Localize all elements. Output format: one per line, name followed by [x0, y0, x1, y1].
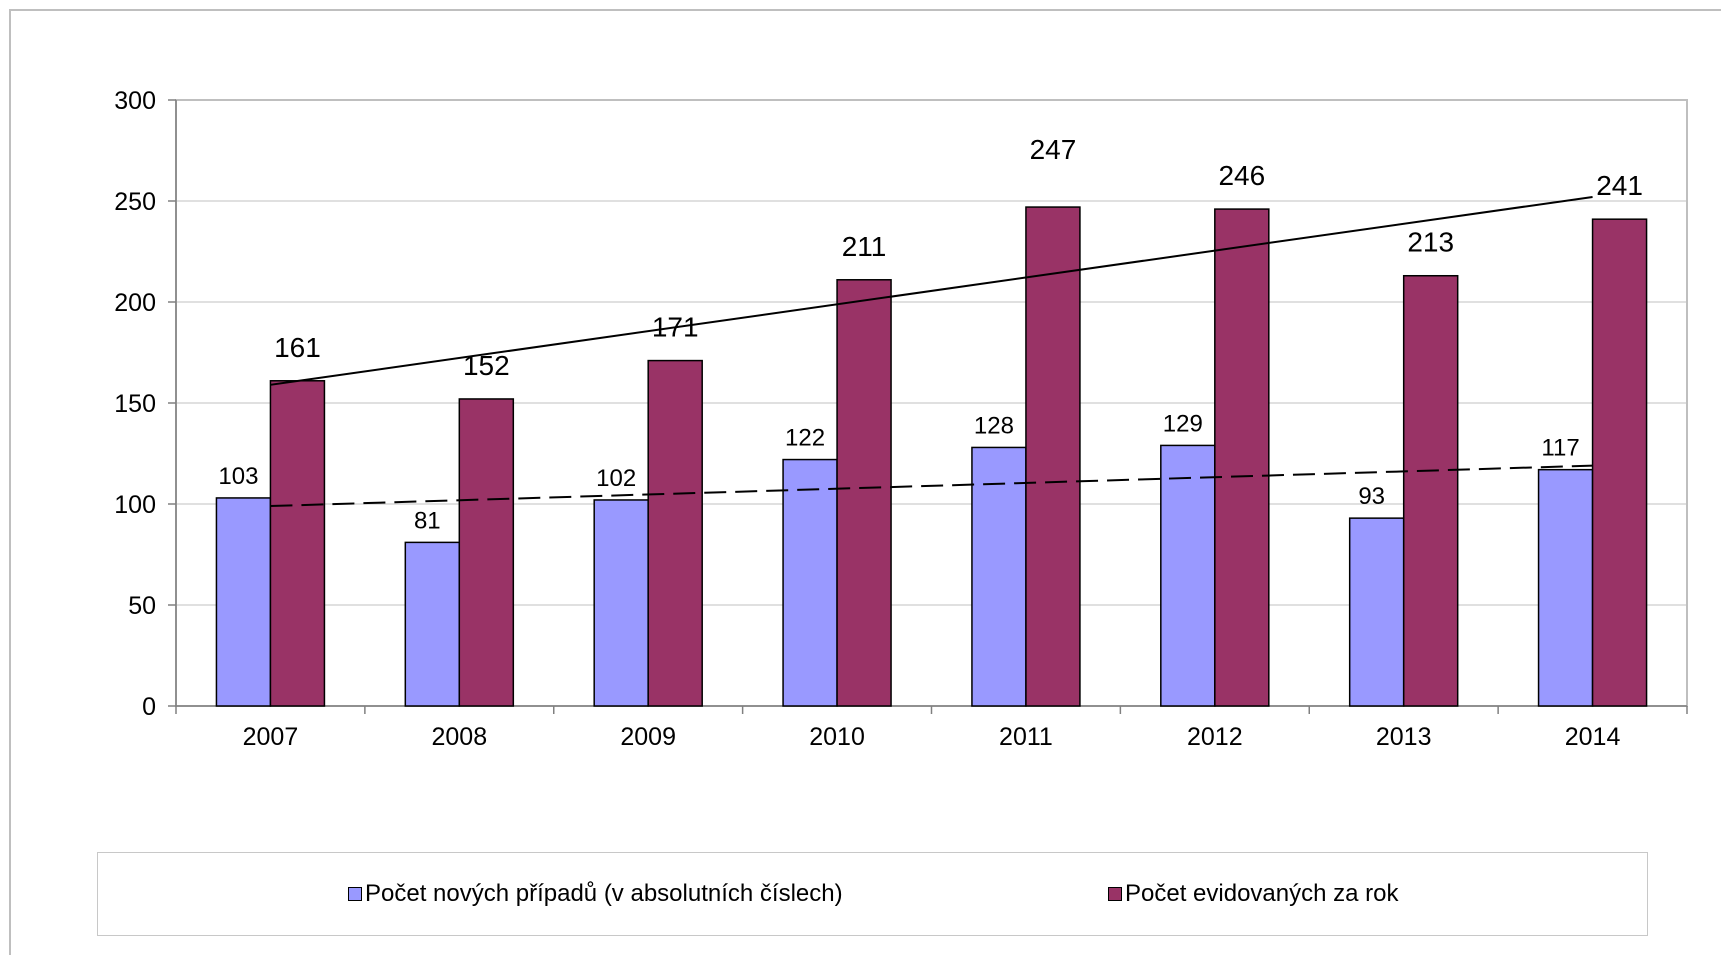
bar-registered — [1214, 208, 1270, 707]
legend-swatch-registered — [1108, 887, 1122, 901]
y-tick-label: 150 — [114, 390, 156, 418]
bar-registered — [836, 279, 892, 707]
x-tick-label: 2008 — [432, 723, 488, 751]
y-tick-label: 100 — [114, 491, 156, 519]
x-tick-label: 2013 — [1376, 723, 1432, 751]
bar-new-cases — [404, 541, 461, 707]
y-tick-label: 200 — [114, 289, 156, 317]
y-tick-label: 300 — [114, 87, 156, 115]
legend-label-registered: Počet evidovaných za rok — [1125, 880, 1399, 907]
trendline-new-cases — [270, 464, 1593, 508]
y-tick-label: 50 — [128, 592, 156, 620]
data-labels: 103 161 81 152 102 171 122 211 128 247 129 246 93 213… — [218, 134, 1643, 534]
y-tick-label: 0 — [142, 693, 156, 721]
bar-new-cases — [1348, 517, 1405, 707]
bar-registered — [458, 398, 515, 707]
legend-item-new-cases: Počet nových případů (v absolutních čísl… — [348, 880, 843, 908]
trendline-registered — [270, 195, 1593, 386]
legend-label-new-cases: Počet nových případů (v absolutních čísl… — [365, 880, 843, 907]
data-label-registered: 152 — [463, 350, 510, 381]
data-label-new-cases: 103 — [218, 463, 258, 490]
y-tick-label: 250 — [114, 188, 156, 216]
bar-new-cases — [971, 446, 1027, 707]
bar-registered — [1402, 274, 1459, 707]
data-label-registered: 247 — [1030, 134, 1077, 165]
bar-registered — [1591, 218, 1648, 707]
x-tick-label: 2011 — [999, 723, 1053, 751]
data-label-registered: 161 — [274, 332, 321, 363]
data-label-registered: 171 — [652, 312, 699, 343]
data-label-new-cases: 81 — [414, 507, 441, 534]
data-label-registered: 211 — [842, 231, 887, 262]
bar-new-cases — [1537, 468, 1594, 707]
data-label-registered: 246 — [1218, 160, 1265, 191]
bar-new-cases — [1160, 444, 1216, 707]
x-tick-label: 2014 — [1565, 723, 1621, 751]
bar-registered — [269, 380, 326, 707]
legend-swatch-new-cases — [348, 887, 362, 901]
data-label-new-cases: 122 — [785, 425, 825, 452]
legend: Počet nových případů (v absolutních čísl… — [97, 852, 1648, 936]
gridlines — [176, 200, 1687, 606]
data-label-new-cases: 117 — [1541, 435, 1579, 462]
data-label-new-cases: 102 — [596, 465, 636, 492]
data-label-new-cases: 128 — [974, 412, 1014, 439]
data-label-registered: 213 — [1407, 227, 1454, 258]
x-tick-label: 2009 — [620, 723, 676, 751]
bar-new-cases — [593, 499, 649, 707]
x-tick-label: 2012 — [1187, 723, 1243, 751]
x-tick-label: 2010 — [809, 723, 865, 751]
data-label-registered: 241 — [1596, 170, 1643, 201]
bar-registered — [1025, 206, 1081, 707]
bars — [215, 206, 1648, 707]
bar-new-cases — [782, 458, 838, 707]
trendlines — [270, 195, 1593, 508]
x-tick-label: 2007 — [243, 723, 299, 751]
legend-item-registered: Počet evidovaných za rok — [1108, 880, 1398, 908]
data-label-new-cases: 129 — [1163, 410, 1203, 437]
bar-registered — [647, 359, 703, 707]
bar-new-cases — [215, 497, 272, 707]
data-label-new-cases: 93 — [1358, 483, 1385, 510]
